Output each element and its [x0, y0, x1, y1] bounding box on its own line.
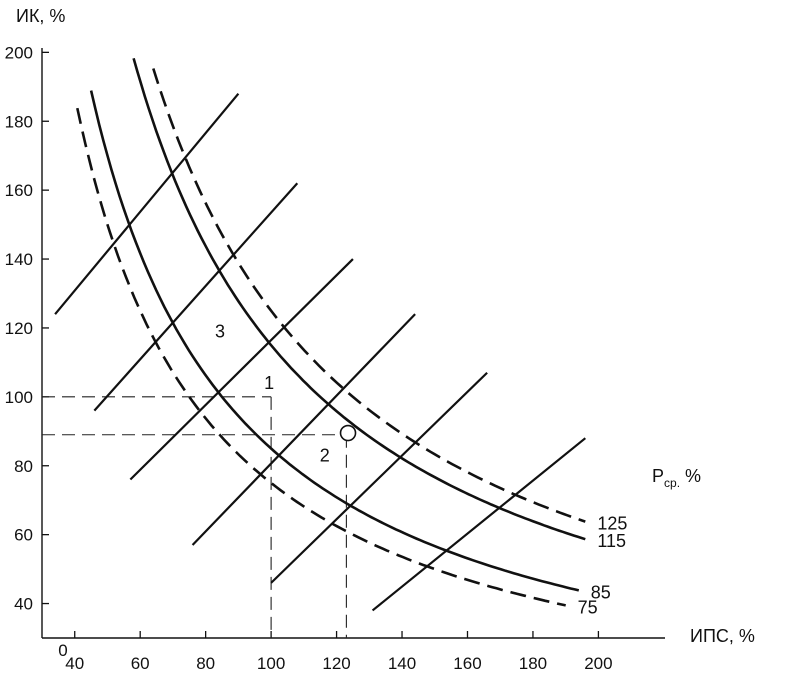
x-tick-label: 40 — [65, 654, 84, 673]
y-tick-label: 120 — [5, 319, 33, 338]
reference-lines — [42, 396, 347, 638]
curve-label-125: 125 — [597, 514, 627, 534]
x-axis-title: ИПС, % — [690, 626, 755, 646]
origin-label: 0 — [58, 641, 67, 660]
oblique-line-5 — [270, 371, 488, 584]
curve-label-75: 75 — [578, 597, 598, 617]
annotation-1: 1 — [264, 373, 274, 393]
x-tick-label: 120 — [322, 654, 350, 673]
oblique-line-2 — [93, 182, 299, 412]
y-tick-label: 140 — [5, 250, 33, 269]
y-axis-title: ИК, % — [16, 6, 65, 26]
x-tick-label: 100 — [257, 654, 285, 673]
point-marker — [339, 424, 357, 442]
y-tick-label: 180 — [5, 112, 33, 131]
x-tick-label: 180 — [519, 654, 547, 673]
curve-75 — [76, 107, 566, 607]
curve-125 — [152, 68, 586, 523]
axis-ticks: 40 60 80 100 120 140 160 180 2004060801001201401… — [5, 43, 613, 673]
y-tick-label: 100 — [5, 388, 33, 407]
legend-title-subscript: ср. — [664, 476, 680, 490]
y-tick-label: 80 — [14, 457, 33, 476]
y-tick-label: 40 — [14, 595, 33, 614]
x-tick-label: 60 — [131, 654, 150, 673]
curves — [76, 57, 586, 607]
x-tick-label: 80 — [196, 654, 215, 673]
y-tick-label: 60 — [14, 526, 33, 545]
oblique-lines — [54, 92, 587, 612]
y-tick-label: 200 — [5, 43, 33, 62]
x-tick-label: 200 — [584, 654, 612, 673]
curve-label-115: 115 — [597, 531, 626, 551]
curve-85 — [89, 90, 580, 592]
oblique-line-1 — [54, 92, 240, 315]
legend-title-unit: % — [680, 466, 701, 486]
annotation-3: 3 — [215, 321, 225, 341]
curve-115 — [132, 57, 586, 541]
annotation-2: 2 — [320, 445, 330, 465]
axes: ИК, % ИПС, % — [16, 6, 755, 646]
curve-label-85: 85 — [591, 582, 611, 602]
legend-title-letter: P — [652, 466, 664, 486]
x-tick-label: 140 — [388, 654, 416, 673]
y-tick-label: 160 — [5, 181, 33, 200]
legend-title: Pср. % — [652, 466, 701, 490]
x-tick-label: 160 — [453, 654, 481, 673]
oblique-line-3 — [129, 258, 354, 481]
oblique-line-4 — [191, 313, 416, 546]
oblique-line-6 — [371, 437, 587, 612]
